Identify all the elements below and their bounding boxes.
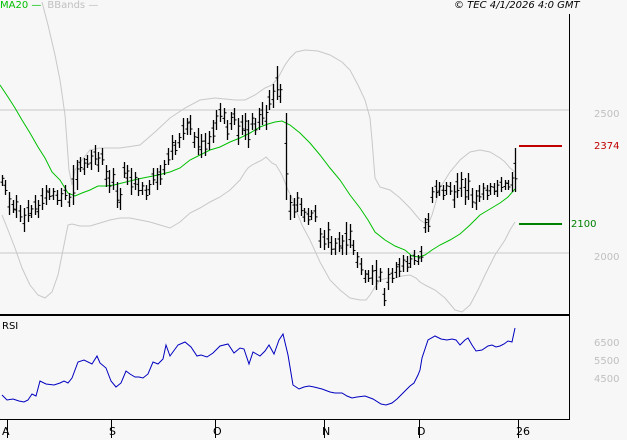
support-label: 2100 bbox=[571, 219, 597, 230]
y-label-2500: 2500 bbox=[594, 109, 620, 120]
legend-ma20: MA20 — bbox=[0, 0, 42, 11]
rsi-line bbox=[1, 327, 516, 406]
x-label-aug: A bbox=[2, 425, 10, 438]
x-label-sep: S bbox=[109, 425, 116, 438]
x-label-2026: 26 bbox=[516, 425, 530, 438]
resistance-label: 2374 bbox=[594, 141, 620, 152]
x-label-oct: O bbox=[213, 425, 222, 438]
rsi-label-6500: 6500 bbox=[594, 338, 620, 349]
ohlc-bars bbox=[0, 66, 518, 306]
rsi-label-5500: 5500 bbox=[594, 356, 620, 367]
chart-legend: MA20 — BBands — bbox=[0, 0, 98, 12]
rsi-label-4500: 4500 bbox=[594, 374, 620, 385]
bband-lower-line bbox=[1, 156, 516, 313]
price-panel bbox=[0, 1, 569, 313]
copyright-timestamp: © TEC 4/1/2026 4:0 GMT bbox=[454, 0, 580, 11]
x-label-dec: D bbox=[417, 425, 426, 438]
legend-bbands: BBands — bbox=[47, 0, 99, 11]
x-axis-ticks bbox=[7, 420, 519, 438]
x-label-nov: N bbox=[322, 425, 331, 438]
y-label-2000: 2000 bbox=[594, 252, 620, 263]
rsi-title: RSI bbox=[2, 321, 19, 332]
rsi-panel bbox=[1, 327, 516, 406]
